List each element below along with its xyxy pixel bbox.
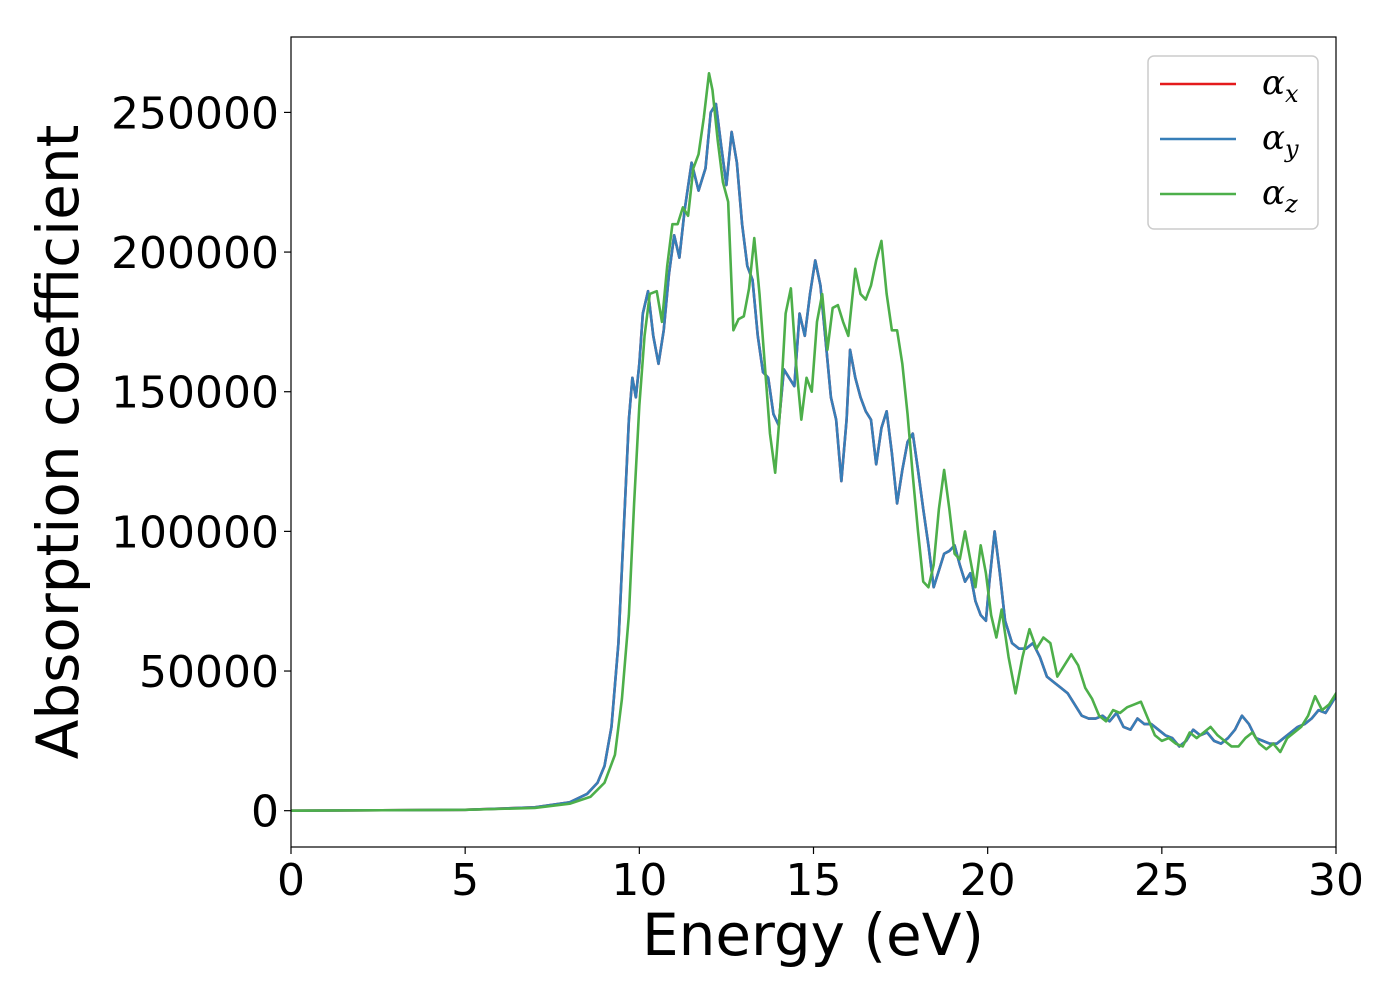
x-axis: 0 5 10 15 20 25 30 [277,847,1364,906]
x-tick-label: 10 [611,855,667,906]
y-tick-label: 150000 [111,368,279,419]
legend-label-x: αx [1262,63,1299,108]
x-tick-label: 30 [1308,855,1364,906]
legend-label-y: αy [1262,118,1299,163]
series-layer [291,72,1336,812]
y-axis: 0 50000 100000 150000 200000 250000 [111,88,291,838]
legend-subscript: y [1284,135,1299,163]
legend-subscript: z [1284,190,1298,218]
y-tick-label: 200000 [111,228,279,279]
x-tick-label: 5 [451,855,479,906]
x-tick-label: 0 [277,855,305,906]
legend-symbol: α [1262,118,1285,158]
x-tick-label: 20 [960,855,1016,906]
x-axis-label: Energy (eV) [642,901,984,969]
legend-symbol: α [1262,173,1285,213]
legend-subscript: x [1285,80,1299,108]
x-tick-label: 15 [786,855,842,906]
x-tick-label: 25 [1134,855,1190,906]
y-axis-label: Absorption coefficient [24,125,92,760]
legend-box [1147,55,1319,230]
legend-label-z: αz [1262,173,1298,218]
y-tick-label: 50000 [139,647,279,698]
legend-symbol: α [1262,63,1285,103]
series-line-z [291,72,1336,812]
y-tick-label: 0 [251,787,279,838]
y-tick-label: 250000 [111,88,279,139]
y-tick-label: 100000 [111,507,279,558]
